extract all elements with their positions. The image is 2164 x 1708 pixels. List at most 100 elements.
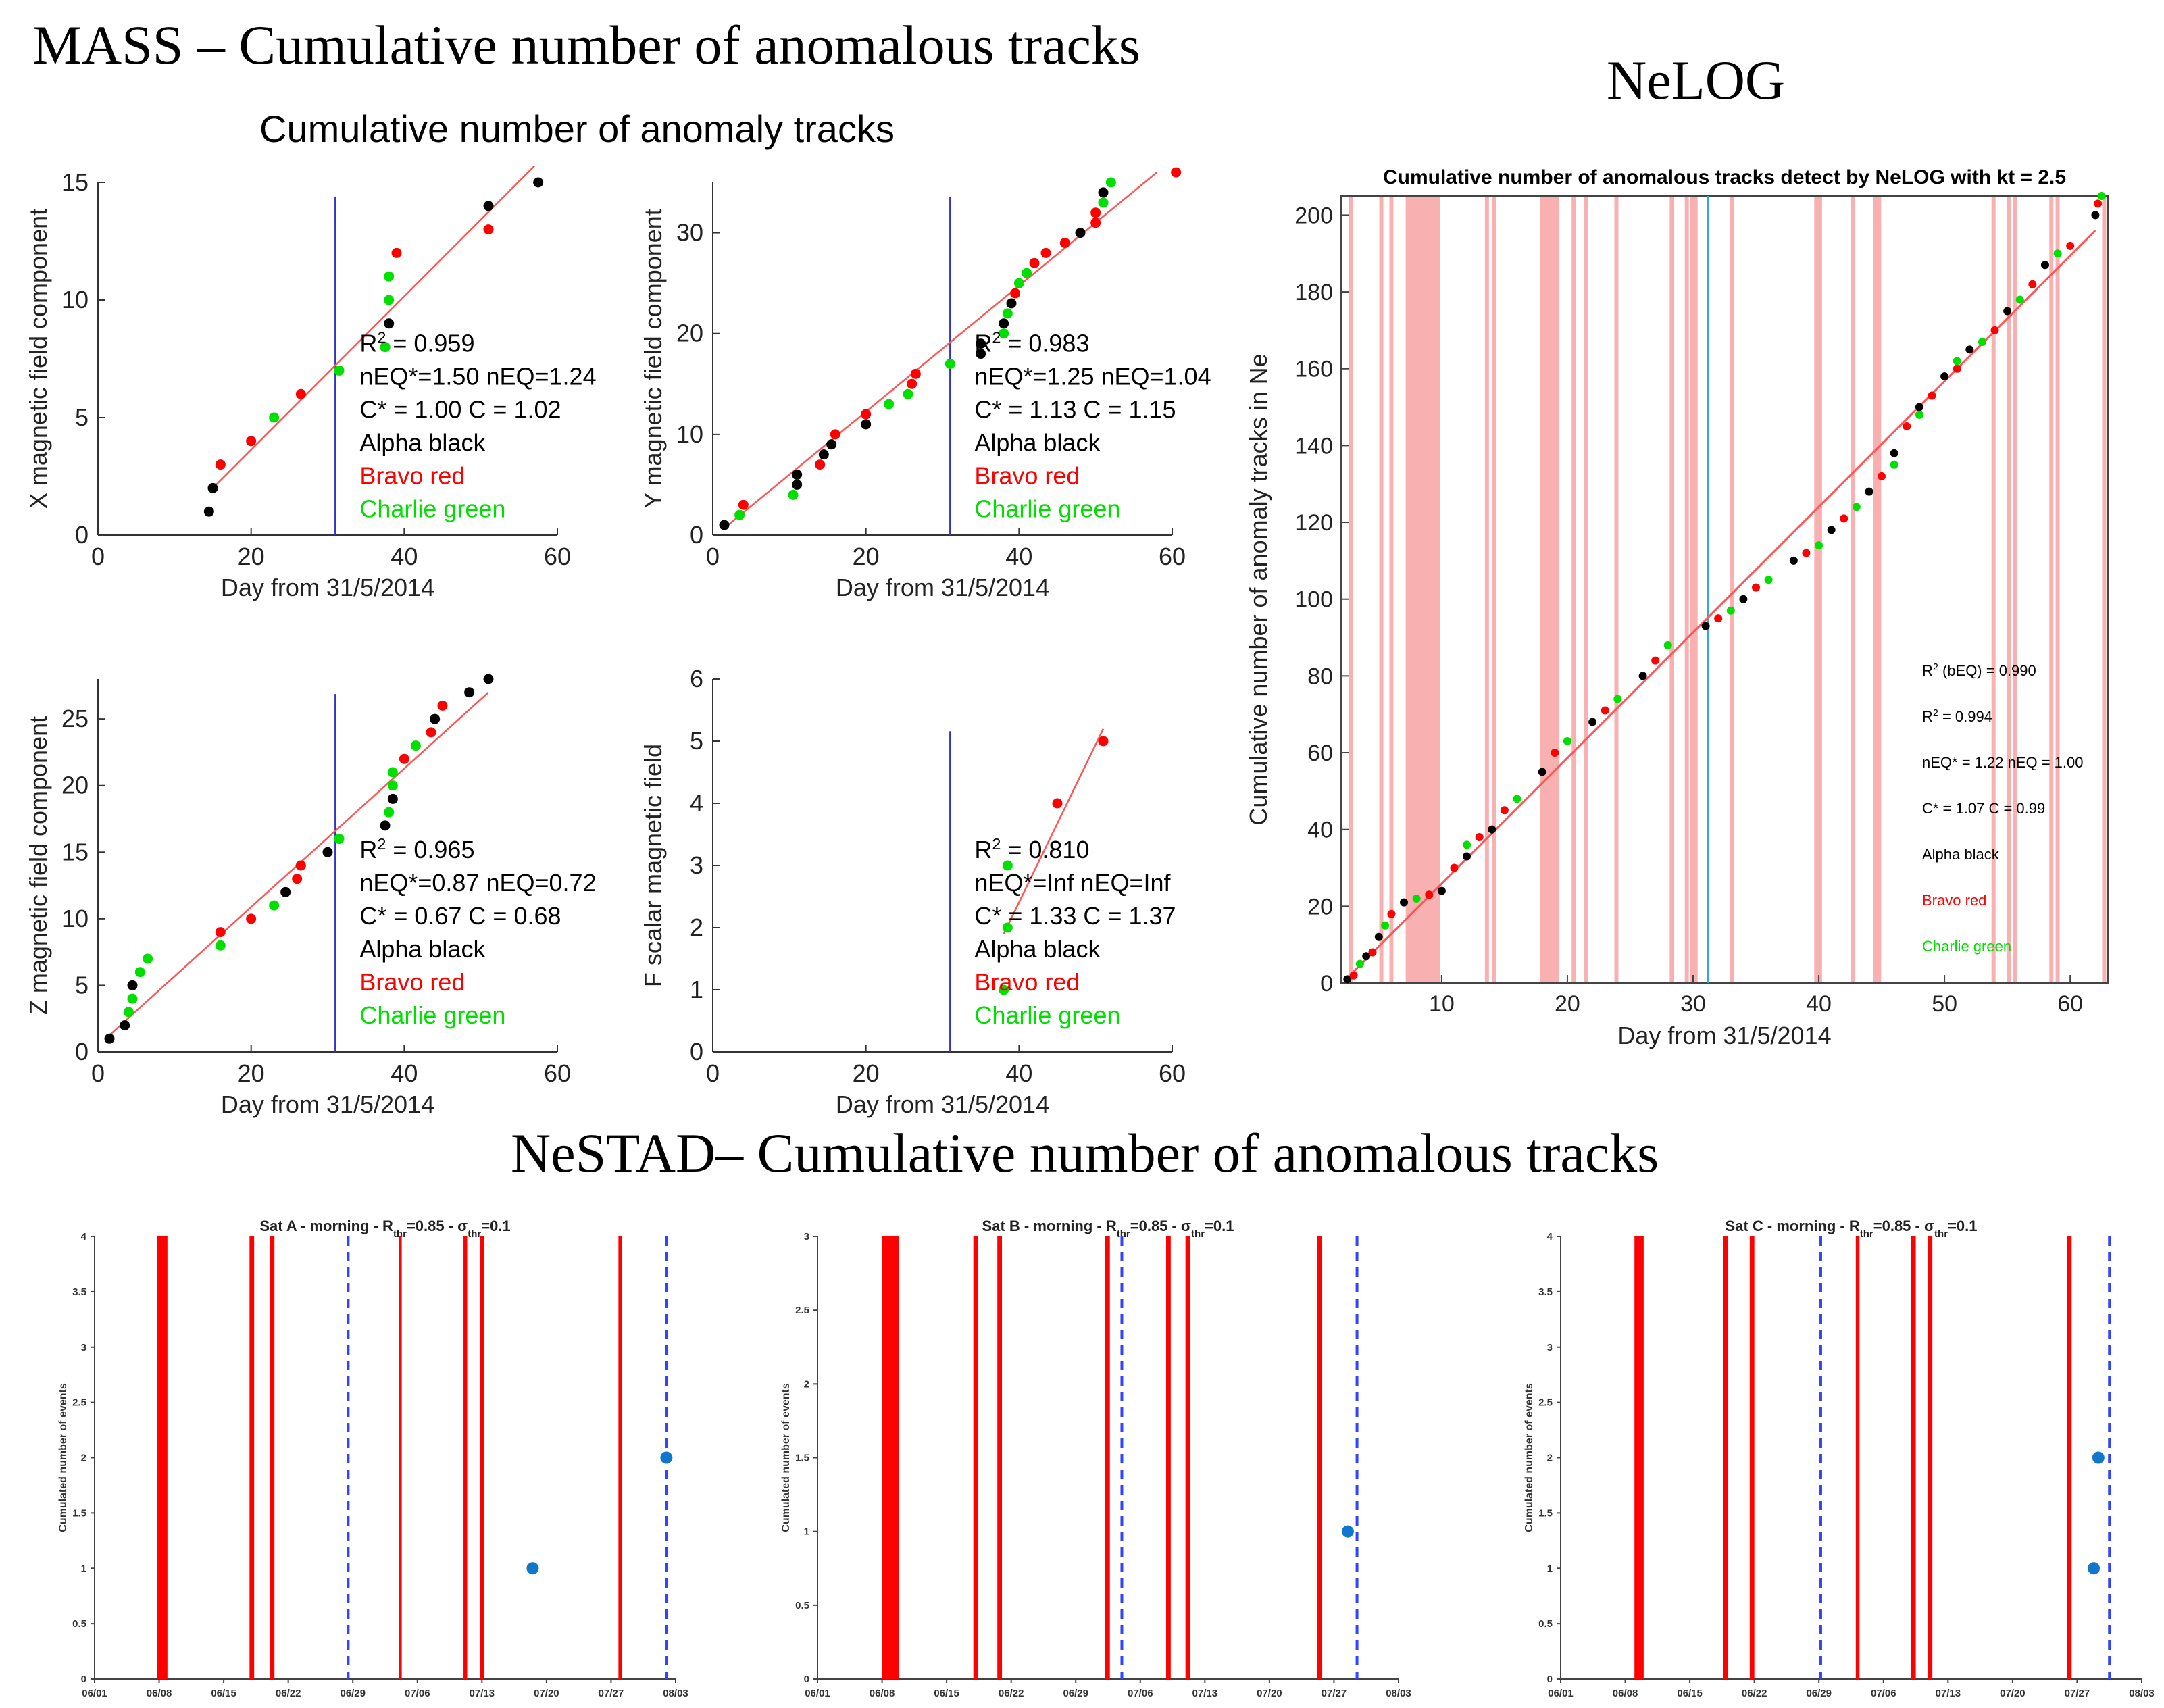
anomaly-band <box>1571 196 1576 983</box>
anomaly-band <box>1730 196 1734 983</box>
y-tick-label: 40 <box>1307 818 1333 843</box>
y-tick-label: 120 <box>1294 510 1333 536</box>
data-point-bravo <box>1802 549 1811 557</box>
anomaly-bar <box>1166 1236 1171 1679</box>
y-tick-label: 3 <box>690 851 703 879</box>
anomaly-band <box>1389 196 1394 983</box>
data-point-bravo <box>2094 199 2103 208</box>
anomaly-band <box>1432 196 1436 983</box>
y-tick-label: 5 <box>75 971 89 999</box>
data-point-bravo <box>861 409 872 420</box>
x-tick-label: 20 <box>238 543 265 570</box>
r2-annotation: R2 = 0.965 <box>359 835 474 863</box>
data-point-charlie <box>2097 192 2106 200</box>
x-tick-label: 07/27 <box>599 1688 624 1699</box>
x-tick-label: 20 <box>1555 991 1580 1017</box>
data-point-alpha <box>976 338 986 349</box>
nelog-title: NeLOG <box>1607 49 1786 111</box>
y-tick-label: 4 <box>1547 1231 1553 1242</box>
event-point <box>1341 1525 1354 1538</box>
y-tick-label: 2.5 <box>72 1397 86 1409</box>
x-tick-label: 30 <box>1680 991 1706 1017</box>
y-axis-label: Cumulative number of anomaly tracks in N… <box>1244 353 1272 825</box>
data-point-bravo <box>910 368 921 379</box>
data-point-alpha <box>1865 487 1873 496</box>
anomaly-band <box>2055 196 2060 983</box>
event-point <box>660 1451 673 1464</box>
data-point-alpha <box>2040 261 2049 270</box>
x-tick-label: 06/01 <box>82 1688 107 1699</box>
data-point-bravo <box>437 700 448 711</box>
x-tick-label: 06/22 <box>1742 1688 1767 1699</box>
y-tick-label: 2.5 <box>795 1305 809 1316</box>
anomaly-bar <box>1928 1236 1933 1679</box>
data-point-bravo <box>215 459 226 470</box>
nestad-chart-title: Sat A - morning - Rthr=0.85 - σthr=0.1 <box>259 1217 510 1240</box>
data-point-alpha <box>1098 187 1109 198</box>
mass-x-chart: 0 20 40 60 0 5 10 15 Day from 31/5/2014 X magneti… <box>24 165 597 601</box>
data-point-bravo <box>1010 288 1021 299</box>
x-tick-label: 40 <box>391 1059 418 1087</box>
y-axis-label: Cumulated number of events <box>780 1383 792 1532</box>
data-point-alpha <box>826 439 837 450</box>
data-point-bravo <box>399 753 409 764</box>
legend-charlie: Charlie green <box>359 495 505 523</box>
data-point-charlie <box>1002 922 1013 933</box>
data-point-bravo <box>1500 806 1509 815</box>
anomaly-bar <box>1105 1236 1110 1679</box>
data-point-charlie <box>1764 576 1773 584</box>
legend-bravo: Bravo red <box>359 968 465 996</box>
anomaly-band <box>2102 196 2107 983</box>
legend-alpha: Alpha black <box>974 429 1101 457</box>
data-point-bravo <box>1349 971 1358 980</box>
data-point-charlie <box>269 412 280 423</box>
mass-title: MASS – Cumulative number of anomalous tr… <box>32 14 1140 76</box>
data-point-charlie <box>945 358 955 369</box>
x-tick-label: 06/01 <box>805 1688 830 1699</box>
data-point-bravo <box>2066 241 2075 250</box>
y-tick-label: 10 <box>61 286 89 313</box>
anomaly-band <box>1684 196 1689 983</box>
r2-annotation: R2 = 0.810 <box>974 835 1089 863</box>
anomaly-band <box>1991 196 1996 983</box>
data-point-charlie <box>999 984 1009 995</box>
x-tick-label: 07/06 <box>405 1688 430 1699</box>
y-tick-label: 2 <box>1547 1453 1553 1464</box>
anomaly-bar <box>1317 1236 1322 1679</box>
anomaly-band <box>1555 196 1560 983</box>
r2-annotation: R2 = 0.983 <box>974 329 1089 357</box>
data-point-charlie <box>215 940 226 951</box>
y-tick-label: 0 <box>690 521 703 549</box>
event-point <box>2092 1451 2105 1464</box>
mass-z-chart: 0 20 40 60 0 5 10 15 20 25 Day from 31/5/2014 Z mag… <box>24 674 597 1118</box>
event-point <box>2088 1562 2100 1575</box>
anomaly-bar <box>2067 1236 2072 1679</box>
y-tick-label: 4 <box>81 1231 87 1242</box>
anomaly-bar <box>882 1236 899 1679</box>
y-tick-label: 0.5 <box>795 1600 809 1611</box>
nestad-chart-title: Sat B - morning - Rthr=0.85 - σthr=0.1 <box>982 1217 1234 1240</box>
x-tick-label: 60 <box>1159 1059 1186 1087</box>
neq-annotation: nEQ*=1.50 nEQ=1.24 <box>359 363 596 391</box>
anomaly-band <box>1544 196 1549 983</box>
y-tick-label: 0.5 <box>72 1618 86 1630</box>
y-tick-label: 1 <box>804 1526 809 1538</box>
fit-line <box>212 165 535 489</box>
data-point-alpha <box>1538 768 1546 776</box>
data-point-alpha <box>1374 932 1383 941</box>
data-point-alpha <box>203 506 214 517</box>
data-point-bravo <box>1840 514 1848 523</box>
data-point-charlie <box>2053 249 2062 258</box>
x-tick-label: 06/22 <box>999 1688 1024 1699</box>
anomaly-band <box>1484 196 1489 983</box>
anomaly-band <box>1614 196 1619 983</box>
data-point-bravo <box>815 459 826 470</box>
data-point-charlie <box>1663 640 1672 649</box>
legend-alpha: Alpha black <box>974 935 1101 963</box>
x-tick-label: 40 <box>1806 991 1832 1017</box>
data-point-alpha <box>380 820 391 831</box>
y-axis-label: Cumulated number of events <box>1524 1383 1535 1532</box>
legend-charlie: Charlie green <box>1922 938 2011 955</box>
anomaly-band <box>1540 196 1544 983</box>
data-point-bravo <box>1752 583 1761 592</box>
